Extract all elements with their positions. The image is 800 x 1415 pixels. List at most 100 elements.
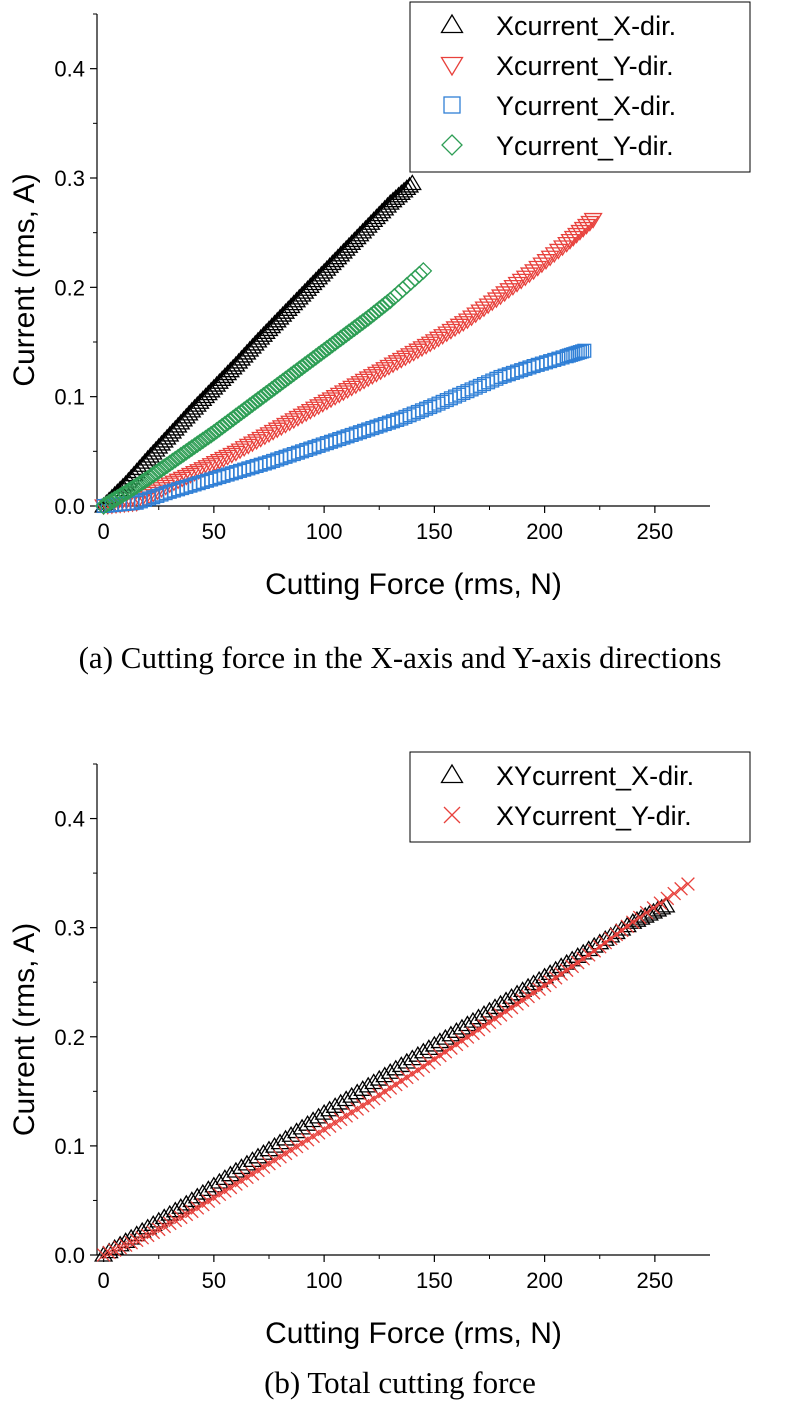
data-point: [237, 343, 257, 360]
data-point: [540, 250, 560, 267]
data-point: [372, 202, 392, 219]
x-tick-label: 200: [526, 1268, 563, 1293]
data-point: [204, 378, 224, 395]
x-tick-label: 150: [416, 1268, 453, 1293]
data-point: [247, 434, 267, 451]
data-point: [486, 292, 506, 309]
legend-marker: [440, 13, 464, 34]
data-point: [321, 392, 341, 409]
data-point: [320, 257, 340, 273]
data-point: [660, 891, 675, 906]
data-point: [412, 341, 432, 358]
data-point: [127, 476, 146, 495]
data-point: [270, 308, 290, 325]
data-point: [193, 462, 213, 479]
data-point: [358, 371, 378, 388]
data-point: [325, 251, 345, 268]
legend-marker: [443, 96, 461, 114]
data-point: [347, 228, 367, 245]
data-point: [245, 334, 265, 351]
data-point: [288, 410, 308, 427]
data-point: [240, 340, 260, 357]
legend-marker: [440, 56, 464, 77]
data-point: [314, 262, 334, 279]
data-point: [173, 410, 194, 427]
data-point: [242, 337, 263, 354]
data-point: [201, 381, 221, 398]
data-point: [234, 441, 254, 458]
legend: XYcurrent_X-dir. XYcurrent_Y-dir.: [409, 751, 751, 843]
data-point: [284, 294, 304, 311]
data-point: [515, 270, 535, 287]
y-tick-label: 0.4: [54, 807, 85, 832]
data-point: [583, 212, 603, 229]
data-point: [196, 387, 216, 404]
y-tick-label: 0.2: [54, 275, 85, 300]
data-point: [309, 268, 329, 285]
data-point: [552, 240, 573, 257]
data-point: [193, 390, 213, 407]
series-Xcurrent_X-dir.: [94, 174, 422, 513]
data-point: [364, 211, 384, 228]
data-point: [495, 286, 515, 303]
data-point: [681, 877, 695, 891]
data-point: [248, 331, 268, 348]
data-point: [113, 485, 132, 504]
data-point: [648, 900, 668, 917]
x-tick-label: 0: [97, 519, 109, 544]
data-point: [528, 260, 548, 277]
data-point: [132, 456, 152, 472]
data-point: [524, 264, 544, 281]
data-point: [207, 375, 227, 392]
data-point: [614, 923, 629, 938]
data-point: [197, 460, 217, 477]
data-point: [160, 425, 180, 442]
x-axis-title: Cutting Force (rms, N): [265, 568, 562, 601]
data-point: [416, 338, 436, 355]
data-point: [119, 482, 138, 501]
data-point: [185, 466, 205, 482]
data-point: [292, 408, 312, 425]
data-point: [560, 233, 580, 250]
data-point: [580, 215, 600, 232]
y-axis-title: Current (rms, A): [8, 923, 41, 1136]
data-point: [511, 273, 531, 290]
data-point: [632, 910, 647, 925]
data-point: [536, 254, 556, 270]
data-point: [383, 357, 403, 374]
data-point: [179, 404, 199, 421]
data-point: [449, 318, 469, 335]
data-point: [263, 424, 283, 441]
y-axis-title: Current (rms, A): [8, 173, 41, 386]
data-point: [168, 416, 188, 433]
data-point: [395, 350, 415, 367]
data-point: [410, 265, 429, 284]
data-point: [507, 276, 527, 293]
data-point: [296, 406, 316, 423]
data-point: [311, 265, 331, 282]
y-tick-label: 0.0: [54, 494, 85, 519]
data-point: [157, 428, 177, 445]
legend-label: Ycurrent_Y-dir.: [496, 131, 674, 161]
data-point: [251, 328, 271, 345]
data-point: [573, 221, 593, 238]
data-point: [262, 317, 282, 334]
data-point: [256, 323, 276, 339]
data-point: [97, 495, 116, 514]
x-tick-label: 0: [97, 1268, 109, 1293]
data-point: [317, 259, 337, 276]
data-point: [333, 242, 353, 259]
data-point: [519, 267, 540, 284]
data-point: [342, 380, 362, 397]
data-point: [331, 245, 351, 262]
data-point: [251, 431, 271, 448]
data-point: [563, 230, 583, 247]
data-point: [400, 176, 420, 193]
data-point: [462, 310, 482, 327]
data-point: [218, 449, 238, 466]
data-point: [453, 316, 473, 332]
legend-label: XYcurrent_X-dir.: [496, 761, 694, 791]
data-point: [284, 413, 304, 430]
caption-a: (a) Cutting force in the X-axis and Y-ax…: [78, 640, 722, 675]
data-point: [220, 361, 240, 378]
